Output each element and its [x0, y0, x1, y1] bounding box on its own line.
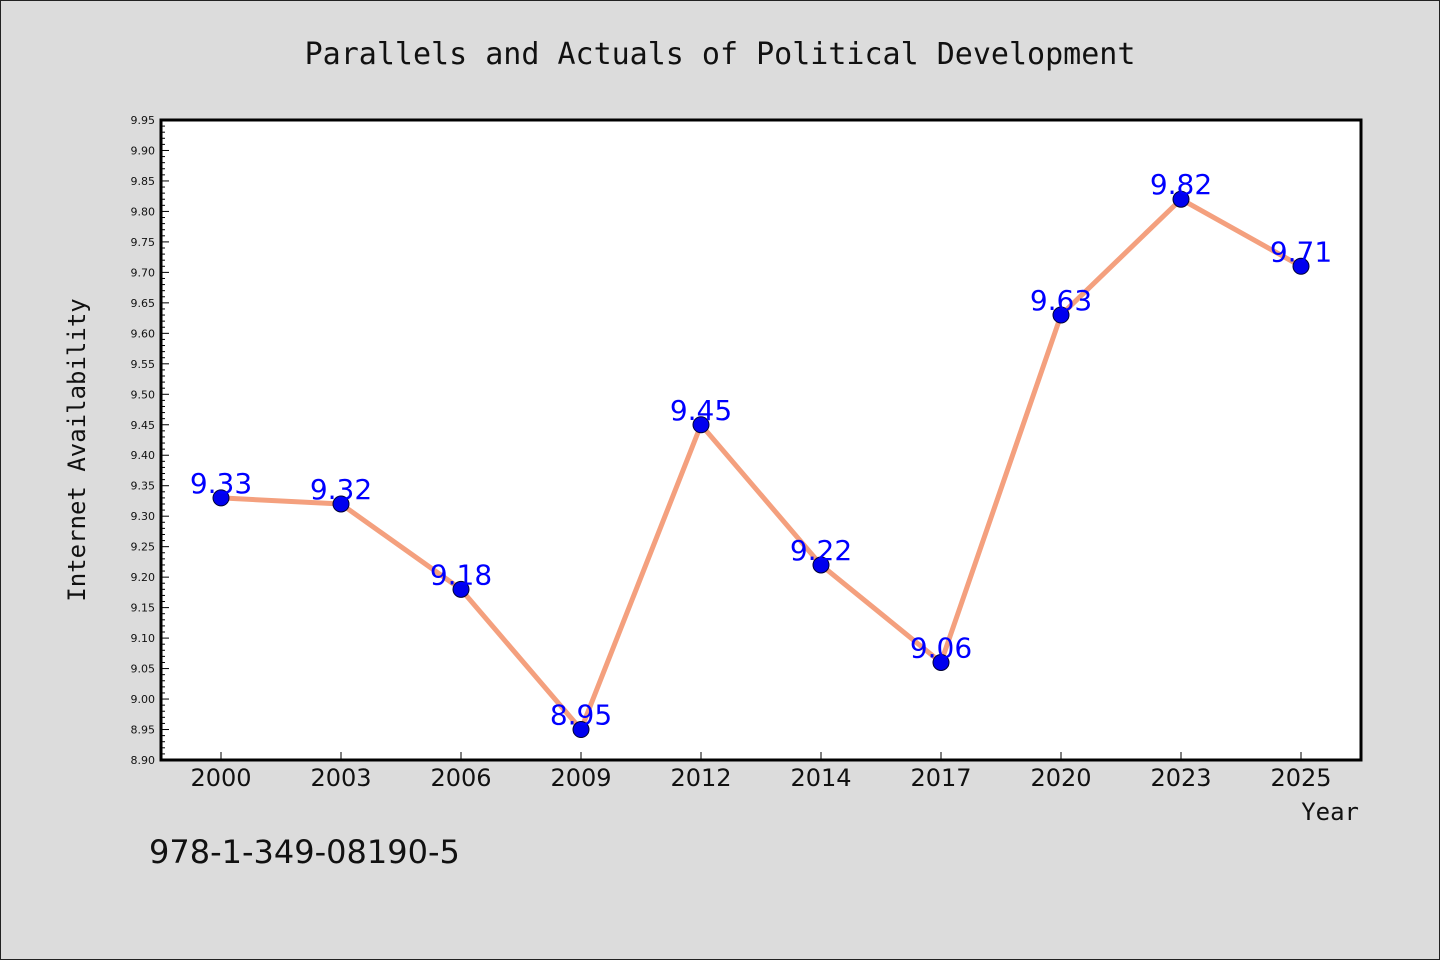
data-point [572, 721, 590, 739]
data-point [212, 489, 230, 507]
data-label: 8.95 [550, 699, 612, 732]
y-tick-label: 9.25 [131, 541, 156, 554]
data-label: 9.82 [1150, 168, 1212, 201]
data-label: 9.22 [790, 534, 852, 567]
x-tick-label: 2003 [310, 764, 371, 792]
series-line [218, 196, 1304, 733]
x-tick-label: 2009 [550, 764, 611, 792]
x-axis-label: Year [1301, 798, 1359, 826]
x-tick-label: 2025 [1270, 764, 1331, 792]
data-point [932, 653, 950, 671]
y-tick-label: 9.85 [131, 175, 156, 188]
y-tick-label: 9.50 [131, 388, 156, 401]
y-axis-label: Internet Availability [63, 298, 91, 601]
y-tick-label: 9.95 [131, 114, 156, 127]
data-point [452, 580, 470, 598]
data-point [1172, 190, 1190, 208]
data-point [332, 495, 350, 513]
y-tick-label: 9.80 [131, 205, 156, 218]
y-tick-label: 9.05 [131, 663, 156, 676]
y-tick-label: 8.95 [131, 724, 156, 737]
data-label: 9.45 [670, 394, 732, 427]
x-tick-label: 2000 [190, 764, 251, 792]
y-axis: 8.90 8.95 9.00 9.05 9.10 9.15 9.20 9.25 9.30 9.35… [131, 114, 169, 767]
data-label: 9.33 [190, 467, 252, 500]
data-point [1052, 306, 1070, 324]
data-point [812, 556, 830, 574]
isbn-label: 978-1-349-08190-5 [149, 833, 460, 871]
x-tick-label: 2012 [670, 764, 731, 792]
y-tick-label: 9.70 [131, 266, 156, 279]
series-layer: 9.33 9.32 9.18 8.95 9.45 9.22 9.06 9.63 9.82 9.71 [190, 168, 1332, 739]
data-label: 9.06 [910, 631, 972, 664]
x-tick-label: 2006 [430, 764, 491, 792]
x-tick-label: 2023 [1150, 764, 1211, 792]
y-tick-label: 9.65 [131, 297, 156, 310]
x-axis: 2000 2003 2006 2009 2012 2014 2017 2020 2023 2025 [190, 752, 1332, 792]
y-tick-label: 9.00 [131, 693, 156, 706]
y-tick-label: 9.10 [131, 632, 156, 645]
y-tick-label: 9.55 [131, 358, 156, 371]
data-label: 9.32 [310, 473, 372, 506]
chart-title: Parallels and Actuals of Political Devel… [305, 37, 1136, 72]
y-tick-label: 9.15 [131, 602, 156, 615]
plot-area [159, 118, 1363, 762]
y-tick-label: 9.35 [131, 480, 156, 493]
x-tick-label: 2014 [790, 764, 851, 792]
data-label: 9.71 [1270, 235, 1332, 268]
data-point [1292, 257, 1310, 275]
x-tick-label: 2017 [910, 764, 971, 792]
y-tick-label: 9.30 [131, 510, 156, 523]
y-tick-label: 9.45 [131, 419, 156, 432]
data-label: 9.63 [1030, 284, 1092, 317]
data-label: 9.18 [430, 558, 492, 591]
y-tick-label: 9.60 [131, 327, 156, 340]
data-point [692, 416, 710, 434]
y-tick-label: 9.90 [131, 144, 156, 157]
y-tick-label: 9.40 [131, 449, 156, 462]
x-tick-label: 2020 [1030, 764, 1091, 792]
y-tick-label: 9.20 [131, 571, 156, 584]
y-tick-label: 8.90 [131, 754, 156, 767]
y-tick-label: 9.75 [131, 236, 156, 249]
